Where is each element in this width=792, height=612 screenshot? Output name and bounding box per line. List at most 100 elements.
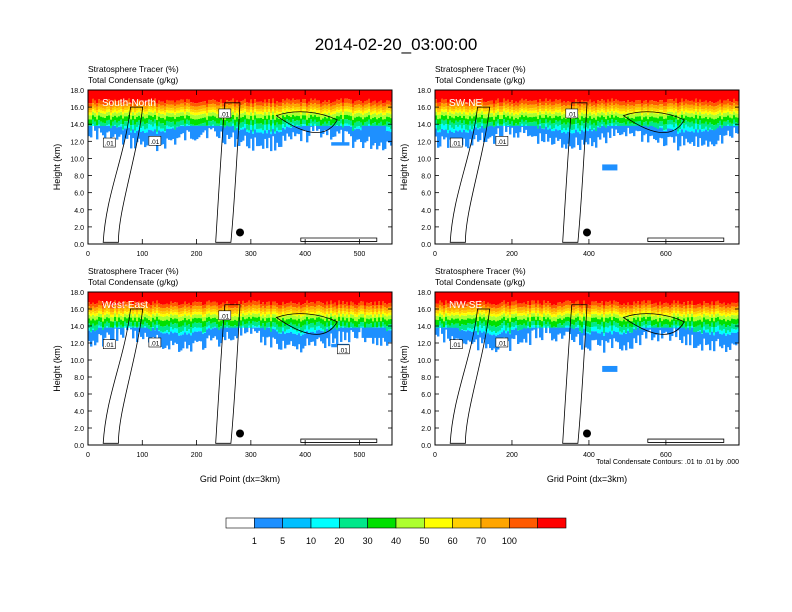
location-marker <box>583 429 591 438</box>
x-tick-label: 200 <box>191 452 203 459</box>
y-axis-label: Height (km) <box>52 144 62 191</box>
panel-title-line: Stratosphere Tracer (%) <box>435 266 526 276</box>
contour-label: .01 <box>150 341 159 348</box>
contour-label-box <box>148 337 162 348</box>
x-tick-label: 100 <box>136 251 148 258</box>
tracer-patch <box>361 125 386 137</box>
x-tick-label: 600 <box>660 251 672 258</box>
y-tick-label: 18.0 <box>70 290 84 297</box>
contour-label: .01 <box>220 313 229 320</box>
tracer-field: .01 .01 <box>435 292 739 445</box>
y-tick-label: 10.0 <box>417 358 431 365</box>
y-axis-label: Height (km) <box>399 345 409 392</box>
tracer-patch <box>331 142 350 146</box>
y-tick-label: 2.0 <box>74 225 84 232</box>
contour-label-box <box>495 136 509 146</box>
contour-label-box <box>218 310 232 321</box>
colorbar-label: 1 <box>252 536 257 546</box>
x-axis-label: Grid Point (dx=3km) <box>200 474 280 484</box>
colorbar-swatch <box>509 517 538 529</box>
colorbar-swatch <box>225 517 255 529</box>
y-tick-label: 12.0 <box>70 341 84 348</box>
contour-line <box>275 111 338 133</box>
contour-line <box>300 438 378 443</box>
tracer-field: .01 .01 .01 .01 <box>88 292 392 445</box>
contour-line <box>622 313 685 335</box>
contour-line <box>102 106 144 243</box>
contour-label-box <box>449 137 463 148</box>
y-tick-label: 6.0 <box>74 392 84 399</box>
x-tick-label: 400 <box>583 251 595 258</box>
location-marker <box>236 228 244 237</box>
contour-label: .01 <box>497 341 506 348</box>
condensate-contours <box>102 304 378 444</box>
colorbar-label: 100 <box>502 536 517 546</box>
contour-label-box <box>449 339 463 350</box>
plot-frame <box>87 89 393 245</box>
y-tick-label: 4.0 <box>74 409 84 416</box>
tracer-field: .01 .01 .01 <box>88 90 392 244</box>
panel-title-line: Stratosphere Tracer (%) <box>88 266 179 276</box>
x-axis-label: Grid Point (dx=3km) <box>547 474 627 484</box>
x-tick-label: 200 <box>506 452 518 459</box>
y-tick-label: 4.0 <box>421 208 431 215</box>
tracer-patch <box>602 365 618 372</box>
contour-label-box <box>102 339 116 350</box>
contour-label: .01 <box>567 111 576 118</box>
x-tick-label: 200 <box>506 251 518 258</box>
contour-label: .01 <box>497 139 506 146</box>
contour-line <box>275 313 338 335</box>
y-tick-label: 6.0 <box>421 191 431 198</box>
contour-label-box <box>148 136 162 146</box>
panel-title-line: Total Condensate (g/kg) <box>435 75 525 85</box>
contour-label: .01 <box>452 141 461 148</box>
y-tick-label: 8.0 <box>421 375 431 382</box>
y-tick-label: 8.0 <box>74 174 84 181</box>
x-tick-label: 300 <box>245 251 257 258</box>
panel-name: SW-NE <box>449 98 482 109</box>
y-tick-label: 8.0 <box>421 174 431 181</box>
x-tick-label: 400 <box>583 452 595 459</box>
location-marker <box>236 429 244 438</box>
contour-label-box <box>495 337 509 348</box>
contour-line <box>102 308 144 444</box>
colorbar: 1 5 10 20 30 40 50 60 70 100 <box>225 517 567 546</box>
colorbar-swatch <box>310 517 340 529</box>
x-tick-label: 0 <box>433 452 437 459</box>
contour-line <box>647 438 725 443</box>
panel-title-line: Stratosphere Tracer (%) <box>88 64 179 74</box>
contour-line <box>300 237 378 242</box>
y-tick-label: 2.0 <box>421 426 431 433</box>
contour-line <box>562 102 588 243</box>
y-tick-label: 0.0 <box>421 242 431 249</box>
colorbar-swatch <box>395 517 425 529</box>
panel-title-line: Total Condensate (g/kg) <box>88 75 178 85</box>
y-tick-label: 14.0 <box>70 122 84 129</box>
location-marker <box>583 228 591 237</box>
x-tick-label: 600 <box>660 452 672 459</box>
condensate-contours <box>102 102 378 243</box>
panel-title-line: Total Condensate (g/kg) <box>88 277 178 287</box>
y-tick-label: 18.0 <box>417 88 431 95</box>
colorbar-label: 50 <box>419 536 429 546</box>
y-tick-label: 10.0 <box>70 156 84 163</box>
figure-title: 2014-02-20_03:00:00 <box>315 35 478 54</box>
x-tick-label: 500 <box>354 452 366 459</box>
contour-line <box>622 111 685 133</box>
y-tick-label: 8.0 <box>74 375 84 382</box>
tracer-patch <box>602 164 618 171</box>
panel-south-north: .01 .01 .01 South-North Stratosphere Tracer … <box>52 64 393 258</box>
y-tick-label: 6.0 <box>74 191 84 198</box>
y-axis-label: Height (km) <box>399 144 409 191</box>
x-tick-label: 400 <box>299 452 311 459</box>
contour-label: .01 <box>452 342 461 349</box>
colorbar-label: 20 <box>334 536 344 546</box>
y-tick-label: 16.0 <box>70 105 84 112</box>
tracer-patch <box>361 327 386 338</box>
contour-label-box <box>218 108 232 119</box>
colorbar-swatch <box>254 517 283 529</box>
y-tick-label: 18.0 <box>417 290 431 297</box>
contour-note: Total Condensate Contours: .01 to .01 by… <box>596 459 739 466</box>
x-tick-label: 300 <box>245 452 257 459</box>
